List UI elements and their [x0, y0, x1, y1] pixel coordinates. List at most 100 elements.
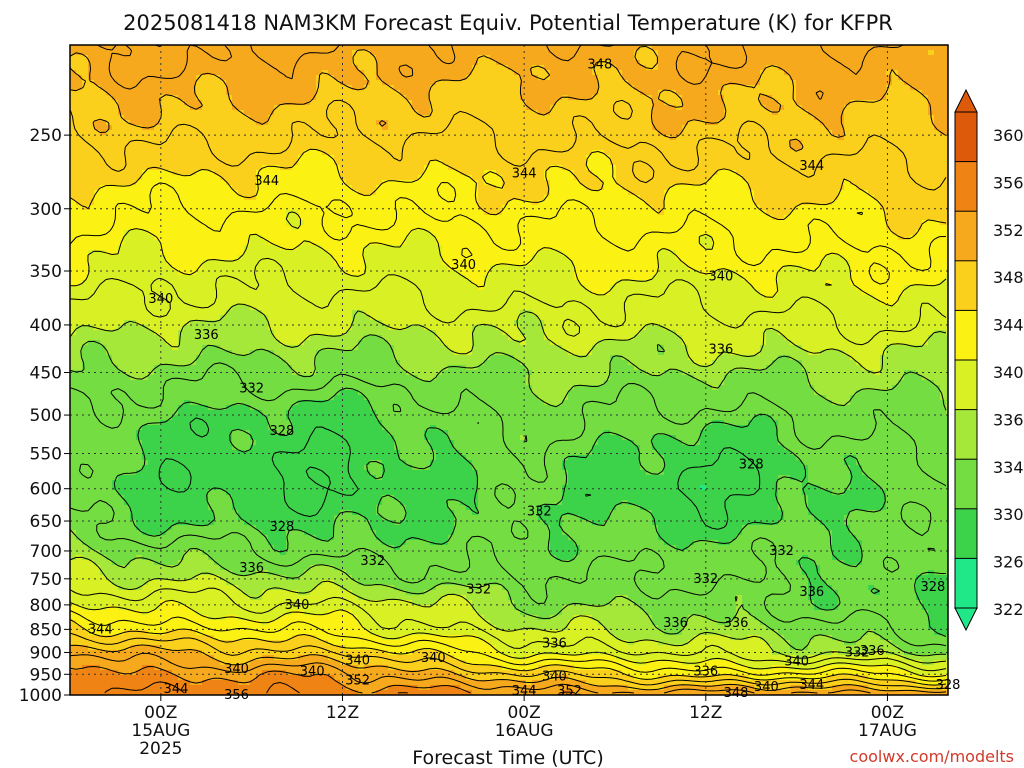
field-cell	[226, 65, 232, 70]
field-cell	[190, 560, 196, 565]
field-cell	[118, 310, 124, 315]
field-cell	[190, 540, 196, 545]
field-cell	[112, 160, 118, 165]
field-cell	[214, 150, 220, 155]
field-cell	[112, 145, 118, 150]
field-cell	[76, 60, 82, 65]
field-cell	[202, 230, 208, 235]
field-cell	[88, 685, 94, 690]
field-cell	[136, 155, 142, 160]
field-cell	[226, 435, 232, 440]
field-cell	[100, 260, 106, 265]
field-cell	[178, 60, 184, 65]
field-cell	[100, 490, 106, 495]
field-cell	[130, 145, 136, 150]
field-cell	[154, 260, 160, 265]
field-cell	[166, 395, 172, 400]
field-cell	[166, 165, 172, 170]
field-cell	[130, 640, 136, 645]
field-cell	[226, 145, 232, 150]
field-cell	[124, 460, 130, 465]
field-cell	[190, 240, 196, 245]
field-cell	[190, 615, 196, 620]
field-cell	[148, 655, 154, 660]
field-cell	[100, 100, 106, 105]
field-cell	[94, 585, 100, 590]
field-cell	[226, 510, 232, 515]
field-cell	[112, 500, 118, 505]
field-cell	[82, 660, 88, 665]
field-cell	[130, 570, 136, 575]
field-cell	[106, 305, 112, 310]
field-cell	[196, 190, 202, 195]
field-cell	[202, 90, 208, 95]
field-cell	[70, 250, 76, 255]
field-cell	[172, 165, 178, 170]
field-cell	[196, 155, 202, 160]
field-cell	[130, 565, 136, 570]
field-cell	[100, 75, 106, 80]
field-cell	[148, 195, 154, 200]
field-cell	[112, 295, 118, 300]
field-cell	[166, 365, 172, 370]
field-cell	[118, 60, 124, 65]
field-cell	[178, 80, 184, 85]
field-cell	[118, 445, 124, 450]
field-cell	[196, 510, 202, 515]
field-cell	[106, 480, 112, 485]
field-cell	[220, 455, 226, 460]
field-cell	[112, 70, 118, 75]
field-cell	[142, 505, 148, 510]
field-cell	[94, 80, 100, 85]
field-cell	[124, 170, 130, 175]
field-cell	[214, 120, 220, 125]
field-cell	[148, 430, 154, 435]
field-cell	[100, 680, 106, 685]
field-cell	[124, 355, 130, 360]
field-cell	[214, 430, 220, 435]
field-cell	[214, 295, 220, 300]
field-cell	[208, 250, 214, 255]
field-cell	[226, 325, 232, 330]
field-cell	[208, 275, 214, 280]
field-cell	[118, 65, 124, 70]
field-cell	[220, 560, 226, 565]
field-cell	[100, 510, 106, 515]
field-cell	[196, 595, 202, 600]
field-cell	[70, 260, 76, 265]
field-cell	[154, 575, 160, 580]
field-cell	[76, 375, 82, 380]
field-cell	[190, 595, 196, 600]
field-cell	[82, 180, 88, 185]
field-cell	[112, 525, 118, 530]
field-cell	[226, 140, 232, 145]
field-cell	[196, 655, 202, 660]
field-cell	[136, 680, 142, 685]
field-cell	[106, 235, 112, 240]
field-cell	[184, 85, 190, 90]
field-cell	[124, 675, 130, 680]
field-cell	[172, 640, 178, 645]
field-cell	[124, 90, 130, 95]
field-cell	[124, 130, 130, 135]
field-cell	[232, 375, 238, 380]
field-cell	[190, 165, 196, 170]
field-cell	[148, 135, 154, 140]
field-cell	[82, 385, 88, 390]
field-cell	[88, 360, 94, 365]
field-cell	[172, 450, 178, 455]
field-cell	[70, 355, 76, 360]
field-cell	[232, 455, 238, 460]
field-cell	[178, 565, 184, 570]
field-cell	[112, 65, 118, 70]
field-cell	[118, 665, 124, 670]
field-cell	[88, 355, 94, 360]
field-cell	[88, 115, 94, 120]
field-cell	[112, 305, 118, 310]
field-cell	[142, 190, 148, 195]
field-cell	[130, 315, 136, 320]
field-cell	[196, 185, 202, 190]
field-cell	[106, 675, 112, 680]
field-cell	[184, 475, 190, 480]
field-cell	[148, 505, 154, 510]
